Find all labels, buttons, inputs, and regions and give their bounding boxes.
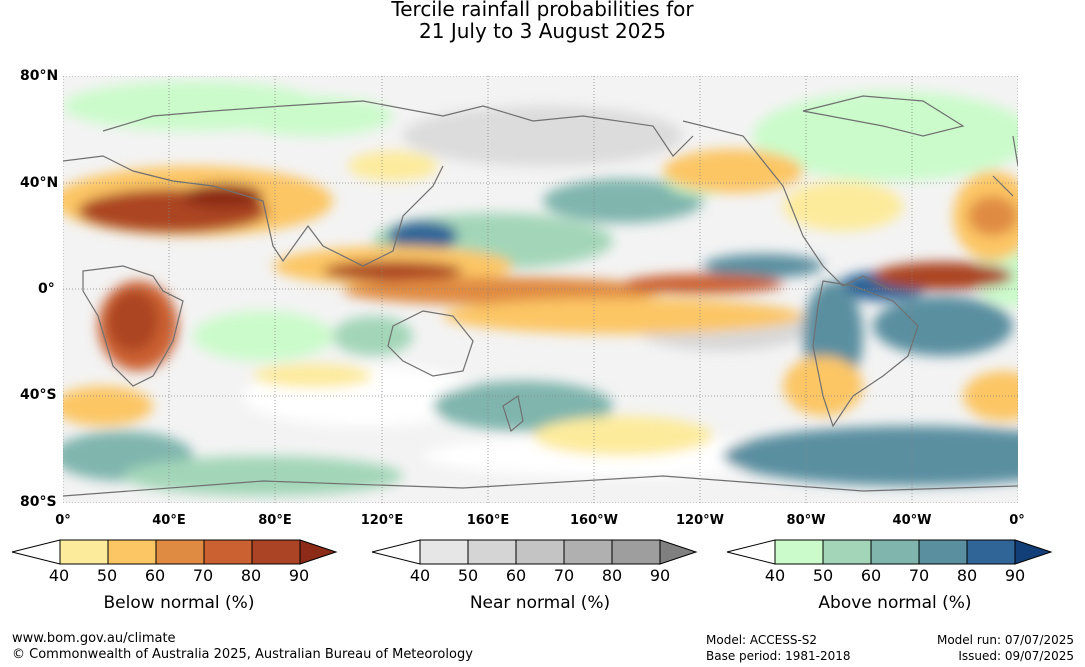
colorbar-cell — [107, 539, 157, 565]
colorbar-cell — [870, 539, 920, 565]
colorbar-cell — [467, 539, 517, 565]
lat-label-40s: 40°S — [20, 387, 57, 403]
graticule — [63, 76, 1018, 503]
colorbar-near-normal — [371, 539, 698, 565]
colorbar-cell — [611, 539, 661, 565]
legend-title-near: Near normal (%) — [469, 593, 611, 613]
lon-label-0-west: 0° — [55, 513, 71, 528]
near-tick-50: 50 — [457, 566, 479, 585]
below-tick-60: 60 — [144, 566, 166, 585]
lat-label-80s: 80°S — [20, 494, 57, 510]
rainfall-probability-map — [63, 76, 1018, 503]
colorbar-start-triangle — [726, 539, 776, 565]
above-tick-80: 80 — [956, 566, 978, 585]
colorbar-start-triangle — [371, 539, 421, 565]
legend-title-above: Above normal (%) — [818, 593, 972, 613]
legend-title-below: Below normal (%) — [103, 593, 255, 613]
colorbar-cell — [419, 539, 469, 565]
near-tick-80: 80 — [601, 566, 623, 585]
below-tick-70: 70 — [192, 566, 214, 585]
lon-label-40w: 40°W — [892, 513, 932, 528]
footer-website: www.bom.gov.au/climate — [12, 631, 176, 646]
lon-label-160e: 160°E — [466, 513, 510, 528]
colorbar-end-triangle — [299, 539, 338, 565]
below-tick-50: 50 — [96, 566, 118, 585]
probability-field — [63, 81, 1018, 496]
map-title-line1: Tercile rainfall probabilities for — [391, 0, 694, 21]
lon-label-120w: 120°W — [676, 513, 724, 528]
above-tick-90: 90 — [1004, 566, 1026, 585]
footer-issued: Issued: 09/07/2025 — [958, 649, 1074, 663]
near-tick-70: 70 — [553, 566, 575, 585]
footer-base-period: Base period: 1981-2018 — [706, 649, 851, 663]
lat-label-40n: 40°N — [20, 175, 59, 191]
lat-label-0: 0° — [38, 281, 55, 297]
above-tick-50: 50 — [812, 566, 834, 585]
above-tick-60: 60 — [860, 566, 882, 585]
footer-model-run: Model run: 07/07/2025 — [936, 633, 1074, 647]
lon-label-0-east: 0° — [1009, 513, 1025, 528]
lon-label-80w: 80°W — [786, 513, 826, 528]
near-tick-60: 60 — [505, 566, 527, 585]
lon-label-160w: 160°W — [570, 513, 618, 528]
above-tick-40: 40 — [764, 566, 786, 585]
colorbar-cell — [251, 539, 301, 565]
below-tick-80: 80 — [240, 566, 262, 585]
near-tick-90: 90 — [649, 566, 671, 585]
colorbar-below-normal — [11, 539, 338, 565]
lon-label-120e: 120°E — [360, 513, 404, 528]
below-tick-40: 40 — [48, 566, 70, 585]
colorbar-cell — [966, 539, 1016, 565]
legend-near-normal — [371, 538, 708, 568]
colorbar-cell — [774, 539, 824, 565]
colorbar-cell — [59, 539, 109, 565]
colorbar-cell — [822, 539, 872, 565]
colorbar-cell — [918, 539, 968, 565]
colorbar-end-triangle — [659, 539, 698, 565]
footer-copyright: © Commonwealth of Australia 2025, Austra… — [12, 647, 473, 662]
footer-model: Model: ACCESS-S2 — [706, 633, 818, 647]
colorbar-cell — [515, 539, 565, 565]
map-title-line2: 21 July to 3 August 2025 — [419, 19, 666, 43]
colorbar-start-triangle — [11, 539, 61, 565]
lon-label-40e: 40°E — [152, 513, 186, 528]
legend-above-normal — [726, 538, 1063, 568]
below-tick-90: 90 — [288, 566, 310, 585]
above-tick-70: 70 — [908, 566, 930, 585]
colorbar-cell — [563, 539, 613, 565]
coastlines — [63, 95, 1018, 497]
lat-label-80n: 80°N — [20, 68, 59, 84]
colorbar-end-triangle — [1014, 539, 1053, 565]
colorbar-cell — [155, 539, 205, 565]
legend-below-normal — [11, 538, 348, 568]
colorbar-cell — [203, 539, 253, 565]
lon-label-80e: 80°E — [258, 513, 292, 528]
colorbar-above-normal — [726, 539, 1053, 565]
near-tick-40: 40 — [409, 566, 431, 585]
